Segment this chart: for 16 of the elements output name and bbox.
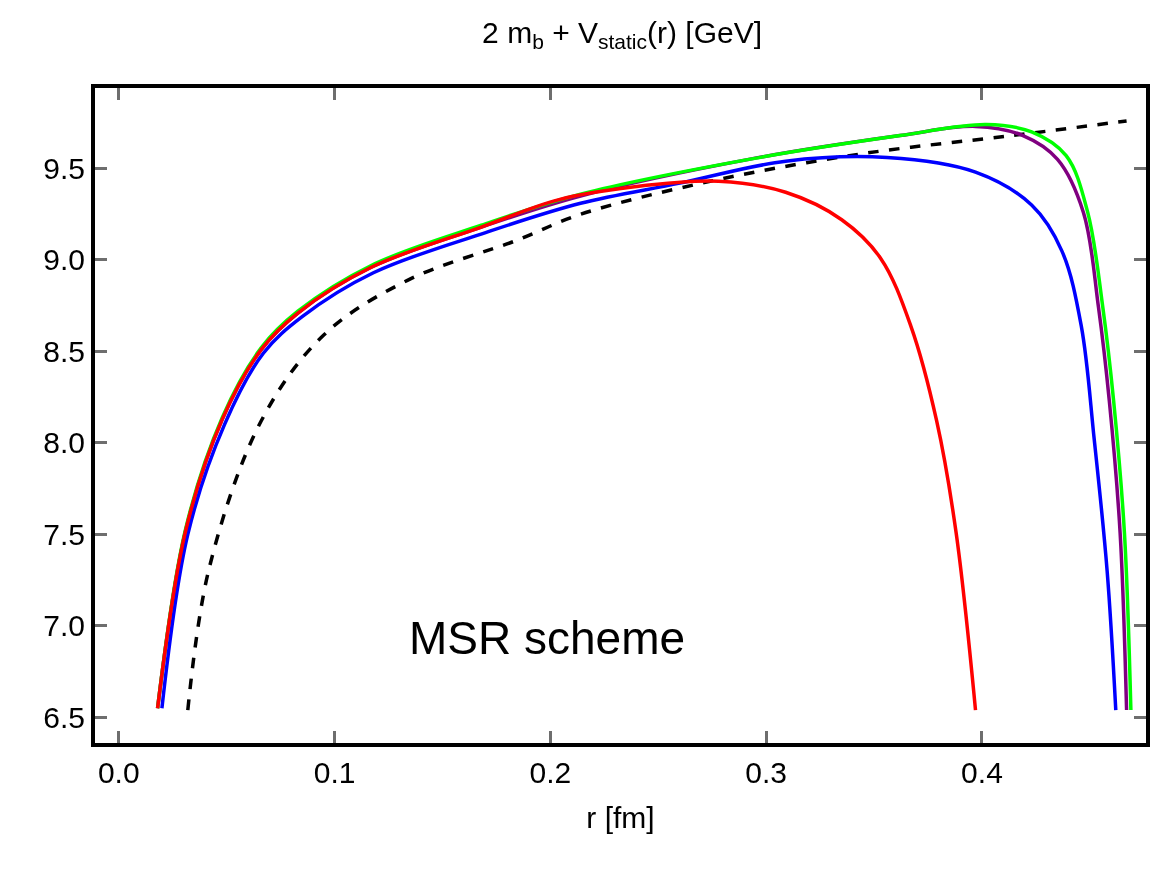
x-tick-label: 0.1 [313,756,356,789]
x-tick-label: 0.3 [745,756,788,789]
y-tick-label: 9.0 [43,243,85,277]
y-tick-label: 7.5 [43,517,85,551]
y-tick-label: 8.0 [43,426,85,460]
x-tick-label: 0.0 [97,756,140,789]
chart-title: 2 m$_{b}$ + V$_{static}$(r) [GeV] [482,15,763,54]
line-series [155,179,978,712]
y-tick-label: 7.0 [43,609,85,643]
x-axis-title: r [fm] [586,801,655,834]
annotation: MSR scheme [409,612,686,664]
y-tick-label: 6.5 [43,700,85,734]
x-tick-label: 0.2 [529,756,572,789]
y-tick-label: 8.5 [43,334,85,368]
y-tick-label: 9.5 [43,152,85,185]
x-tick-label: 0.4 [961,756,1003,789]
